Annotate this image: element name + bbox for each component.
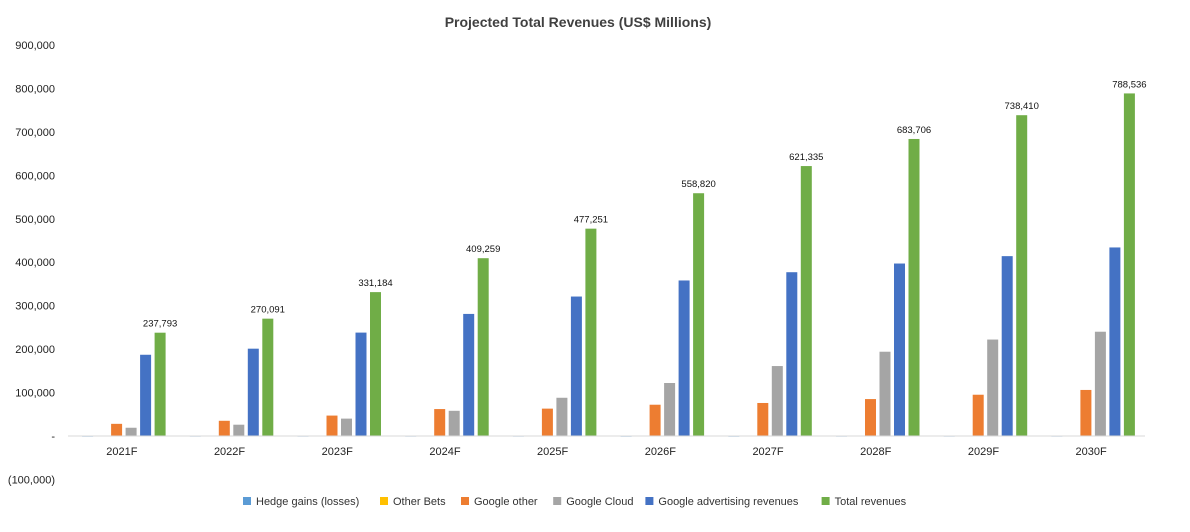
bar-google-cloud-2026f [664,383,676,436]
data-label: 409,259 [466,244,500,255]
bar-google-advertising-revenues-2026f [678,280,690,436]
legend-swatch-google-advertising-revenues [645,497,654,505]
bar-google-cloud-2023f [341,418,352,436]
legend-label-other-bets: Other Bets [393,496,446,508]
x-tick-label: 2027F [752,446,783,458]
y-axis: 900,000 800,000 700,000 600,000 500,000 400,0… [8,40,55,486]
y-tick-label: 900,000 [15,40,55,52]
bar-google-advertising-revenues-2028f [894,263,905,436]
bar-google-cloud-2030f [1094,331,1106,436]
y-tick-label: 700,000 [15,127,55,139]
bar-total-revenues-2027f [800,166,812,436]
bar-google-other-2026f [649,404,661,436]
data-label: 477,251 [574,215,608,226]
bar-google-cloud-2022f [233,424,245,436]
bar-total-revenues-2030f [1123,93,1135,437]
bar-google-other-2027f [757,402,769,436]
x-tick-label: 2029F [968,446,999,458]
data-label: 738,410 [1005,101,1039,112]
bar-google-advertising-revenues-2021f [140,354,152,436]
chart-title: Projected Total Revenues (US$ Millions) [445,14,712,30]
y-tick-label: 500,000 [15,214,55,226]
legend-label-hedge-gains-losses: Hedge gains (losses) [256,496,359,508]
y-tick-label: 100,000 [15,388,55,400]
bar-google-other-2028f [865,399,876,436]
bar-google-cloud-2025f [556,397,568,436]
bar-google-advertising-revenues-2027f [786,272,798,436]
bar-google-cloud-2027f [771,366,783,436]
legend-swatch-google-cloud [553,497,562,505]
y-tick-label: 800,000 [15,83,55,95]
legend: Hedge gains (losses) Other Bets Google oth… [243,496,907,508]
data-label: 621,335 [789,152,823,163]
bar-total-revenues-2022f [262,318,274,436]
bar-google-other-2023f [326,415,338,436]
data-label: 270,091 [251,305,285,316]
bar-total-revenues-2029f [1016,115,1028,436]
bar-google-advertising-revenues-2023f [355,332,367,436]
y-tick-label: 300,000 [15,301,55,313]
bars-group [82,93,1135,437]
bar-total-revenues-2023f [370,292,381,436]
legend-label-google-other: Google other [474,496,538,508]
data-label: 237,793 [143,319,177,330]
legend-swatch-other-bets [380,497,388,505]
legend-swatch-hedge-gains-losses [243,497,251,505]
y-tick-label: (100,000) [8,474,55,486]
y-tick-label: 200,000 [15,344,55,356]
bar-google-advertising-revenues-2022f [247,348,259,436]
data-label: 788,536 [1112,79,1146,90]
x-tick-label: 2030F [1076,446,1107,458]
bar-google-other-2022f [218,420,230,436]
bar-total-revenues-2028f [908,138,920,436]
bar-google-other-2021f [111,423,123,436]
x-tick-label: 2022F [214,446,245,458]
x-tick-label: 2024F [429,446,460,458]
bar-total-revenues-2025f [585,228,597,436]
bar-google-advertising-revenues-2030f [1109,247,1121,436]
bar-google-cloud-2024f [448,410,460,436]
x-axis: 2021F 2022F 2023F 2024F 2025F 2026F 2027F 2028F… [106,446,1107,458]
x-tick-label: 2025F [537,446,568,458]
bar-total-revenues-2026f [693,193,705,436]
y-tick-label: - [51,431,55,443]
y-tick-label: 400,000 [15,257,55,269]
bar-google-other-2024f [434,409,446,436]
x-tick-label: 2028F [860,446,891,458]
legend-label-google-cloud: Google Cloud [566,496,633,508]
legend-swatch-google-other [461,497,469,505]
bar-google-cloud-2029f [987,339,999,436]
x-tick-label: 2026F [645,446,676,458]
data-label: 558,820 [681,179,715,190]
bar-google-cloud-2021f [125,427,137,436]
x-tick-label: 2021F [106,446,137,458]
legend-label-total-revenues: Total revenues [835,496,907,508]
legend-label-google-advertising-revenues: Google advertising revenues [658,496,799,508]
bar-total-revenues-2021f [154,332,166,436]
bar-google-advertising-revenues-2029f [1001,256,1013,436]
bar-google-other-2030f [1080,389,1092,436]
bar-google-other-2029f [972,394,984,436]
legend-swatch-total-revenues [821,497,830,505]
data-labels-group: 237,793 270,091 331,184 409,259 477,251 558,8… [143,79,1147,329]
data-label: 683,706 [897,125,931,136]
x-tick-label: 2023F [322,446,353,458]
bar-google-other-2025f [541,408,553,436]
y-tick-label: 600,000 [15,170,55,182]
data-label: 331,184 [358,278,392,289]
bar-total-revenues-2024f [477,258,489,436]
bar-google-advertising-revenues-2024f [463,313,475,436]
bar-google-advertising-revenues-2025f [570,296,582,436]
bar-google-cloud-2028f [879,351,891,436]
